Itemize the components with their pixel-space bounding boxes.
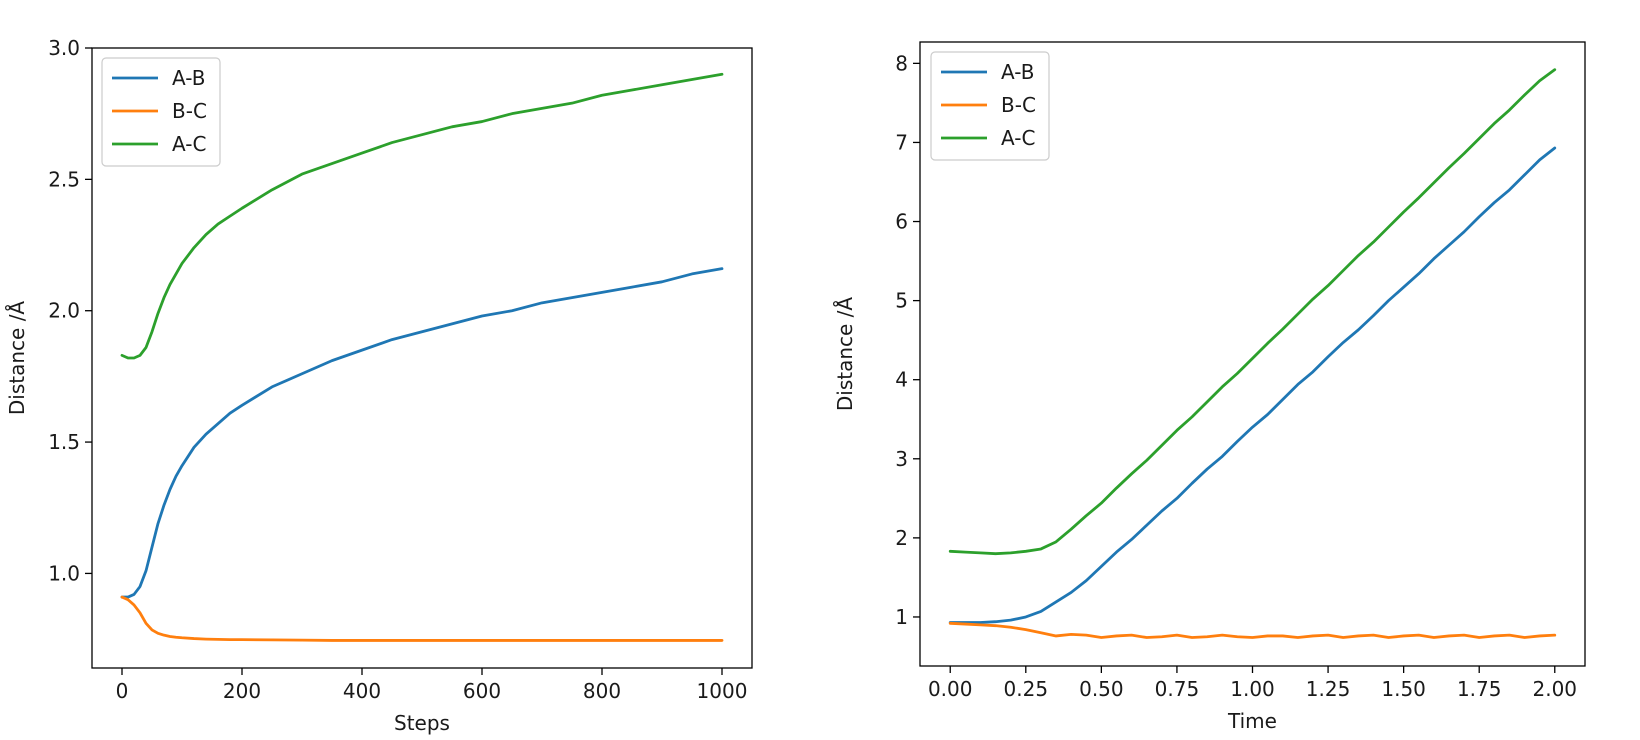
- y-tick-label: 5: [895, 289, 908, 313]
- y-tick-label: 2.0: [48, 299, 80, 323]
- x-tick-label: 1.75: [1457, 677, 1502, 701]
- plot-frame: [91, 47, 753, 669]
- y-tick-label: 6: [895, 210, 908, 234]
- x-tick-label: 0.00: [928, 677, 973, 701]
- y-tick-label: 8: [895, 51, 908, 75]
- series-line-b-c: [948, 621, 1557, 639]
- legend-label-a-c: A-C: [1001, 126, 1035, 150]
- x-tick-label: 800: [583, 679, 621, 703]
- series-line-a-b: [948, 146, 1557, 624]
- y-tick-label: 7: [895, 130, 908, 154]
- x-tick-label: 1.25: [1306, 677, 1351, 701]
- x-tick-label: 1.00: [1230, 677, 1275, 701]
- legend-label-b-c: B-C: [172, 99, 207, 123]
- legend-label-a-c: A-C: [172, 132, 206, 156]
- series-group: [120, 72, 724, 642]
- time-chart: 0.00 0.25 0.50 0.75 1.00 1.25 1.50 1.75 2.00 1 2 3 4…: [833, 41, 1586, 733]
- y-tick-label: 2: [895, 526, 908, 550]
- x-tick-label: 400: [343, 679, 381, 703]
- series-line-a-c: [948, 68, 1557, 556]
- x-tick-label: 0: [116, 679, 129, 703]
- x-axis-label: Steps: [394, 711, 450, 735]
- series-group: [948, 68, 1557, 639]
- x-tick-label: 0.50: [1079, 677, 1124, 701]
- y-tick-label: 3.0: [48, 36, 80, 60]
- series-line-a-c: [120, 72, 724, 360]
- y-tick-label: 4: [895, 368, 908, 392]
- y-tick-label: 1.0: [48, 561, 80, 585]
- x-axis-label: Time: [1227, 709, 1277, 733]
- legend-label-a-b: A-B: [1001, 60, 1034, 84]
- y-axis-label: Distance /Å: [5, 301, 29, 416]
- series-line-b-c: [120, 595, 724, 642]
- x-tick-label: 0.75: [1155, 677, 1200, 701]
- legend-label-a-b: A-B: [172, 66, 205, 90]
- legend: A-B B-C A-C: [930, 51, 1050, 161]
- steps-chart: 0 200 400 600 800 1000 1.0 1.5 2.0 2.5 3.0 Steps Dis…: [5, 36, 753, 735]
- x-tick-label: 600: [463, 679, 501, 703]
- legend: A-B B-C A-C: [101, 57, 221, 167]
- y-tick-label: 2.5: [48, 167, 80, 191]
- x-tick-label: 2.00: [1533, 677, 1578, 701]
- legend-box: [101, 57, 221, 167]
- x-tick-label: 0.25: [1004, 677, 1049, 701]
- y-tick-label: 1: [895, 605, 908, 629]
- y-tick-label: 1.5: [48, 430, 80, 454]
- legend-box: [930, 51, 1050, 161]
- series-line-a-b: [120, 267, 724, 599]
- x-tick-label: 200: [223, 679, 261, 703]
- y-axis-label: Distance /Å: [833, 297, 857, 412]
- legend-label-b-c: B-C: [1001, 93, 1036, 117]
- x-tick-label: 1.50: [1381, 677, 1426, 701]
- x-tick-label: 1000: [697, 679, 748, 703]
- y-tick-label: 3: [895, 447, 908, 471]
